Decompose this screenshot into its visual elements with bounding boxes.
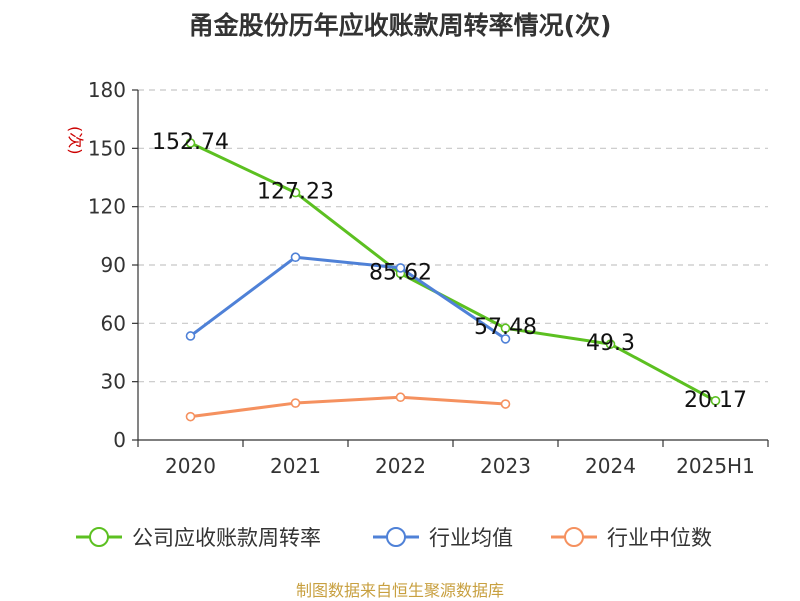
data-label: 85.62 xyxy=(369,261,432,286)
data-point xyxy=(185,331,196,341)
data-point xyxy=(185,138,196,148)
data-point xyxy=(710,395,721,406)
y-tick-label: 60 xyxy=(101,311,126,335)
x-tick-label: 2023 xyxy=(480,454,531,478)
x-tick-label: 2024 xyxy=(585,454,636,478)
series-line xyxy=(190,395,506,419)
grid-lines xyxy=(138,89,768,383)
legend: 公司应收账款周转率 行业均值 行业中位数 xyxy=(76,526,712,550)
data-point xyxy=(185,411,196,422)
data-label: 152.74 xyxy=(152,130,229,155)
x-tick-label: 2020 xyxy=(165,454,216,478)
data-labels-group: 152.74 127.23 85.62 57.48 49.3 20.17 xyxy=(152,130,747,413)
legend-marker xyxy=(386,527,406,547)
axes: 0 30 60 90 120 150 180 2020 2021 2022 2023 2024 2025… xyxy=(88,78,769,478)
chart-title: 甬金股份历年应收账款周转率情况(次) xyxy=(188,11,612,40)
data-point xyxy=(500,334,511,344)
legend-marker xyxy=(89,527,109,547)
legend-marker xyxy=(564,527,584,547)
legend-label: 行业中位数 xyxy=(607,526,712,550)
data-point xyxy=(290,252,301,263)
data-point xyxy=(290,398,301,408)
source-note: 制图数据来自恒生聚源数据库 xyxy=(295,581,504,600)
data-point xyxy=(605,339,616,349)
data-point xyxy=(290,187,301,198)
data-label: 57.48 xyxy=(474,315,537,340)
data-label: 49.3 xyxy=(586,331,635,356)
y-tick-label: 0 xyxy=(113,428,126,452)
data-point xyxy=(500,323,511,334)
data-point xyxy=(500,399,511,409)
y-tick-label: 150 xyxy=(88,136,126,160)
x-tick-label: 2021 xyxy=(270,454,321,478)
x-tick-label: 2025H1 xyxy=(676,454,755,478)
y-tick-label: 30 xyxy=(101,370,126,394)
y-axis-label: (次) xyxy=(66,126,85,155)
y-tick-label: 120 xyxy=(88,195,126,219)
series-group xyxy=(185,138,721,422)
data-point xyxy=(395,263,406,273)
y-tick-label: 90 xyxy=(101,253,126,277)
legend-label: 行业均值 xyxy=(429,526,513,550)
series-line xyxy=(189,141,717,403)
y-tick-label: 180 xyxy=(88,78,126,102)
series-line xyxy=(189,255,507,341)
data-label: 127.23 xyxy=(257,180,334,205)
x-tick-label: 2022 xyxy=(375,454,426,478)
data-label: 20.17 xyxy=(684,388,747,413)
legend-label: 公司应收账款周转率 xyxy=(132,526,321,550)
data-point xyxy=(395,392,406,403)
